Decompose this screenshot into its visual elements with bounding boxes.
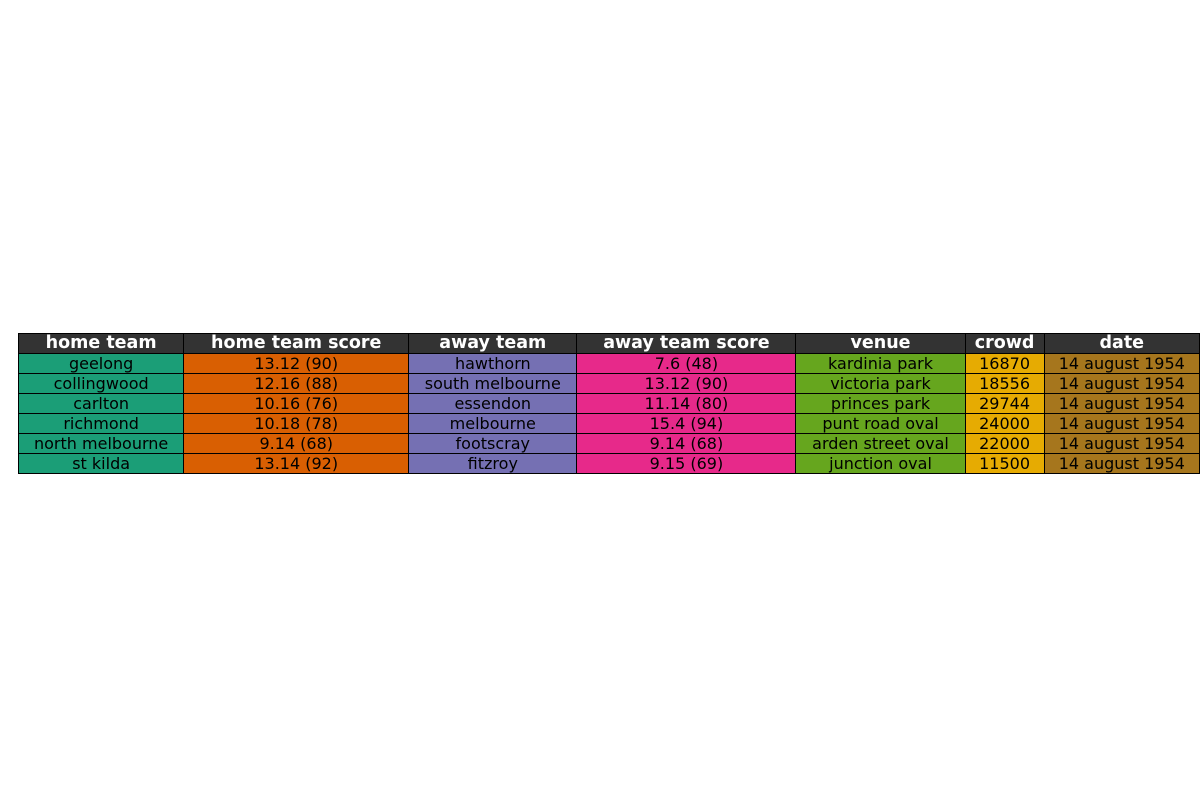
header-venue: venue bbox=[795, 333, 966, 354]
cell-home-team: richmond bbox=[17, 413, 185, 434]
cell-away-team-score: 7.6 (48) bbox=[576, 353, 797, 374]
cell-away-team: south melbourne bbox=[408, 373, 578, 394]
cell-home-team-score: 13.14 (92) bbox=[183, 453, 410, 474]
cell-away-team: essendon bbox=[408, 393, 578, 414]
cell-crowd: 16870 bbox=[964, 353, 1045, 374]
cell-date: 14 august 1954 bbox=[1043, 353, 1200, 374]
cell-home-team: carlton bbox=[17, 393, 185, 414]
cell-home-team: st kilda bbox=[17, 453, 185, 474]
cell-home-team: collingwood bbox=[17, 373, 185, 394]
data-table: home team home team score away team away… bbox=[17, 333, 1200, 474]
header-crowd: crowd bbox=[964, 333, 1045, 354]
table-row: collingwood 12.16 (88) south melbourne 13.1… bbox=[17, 373, 1200, 394]
cell-away-team: hawthorn bbox=[408, 353, 578, 374]
cell-home-team: geelong bbox=[17, 353, 185, 374]
header-home-team: home team bbox=[17, 333, 185, 354]
cell-venue: junction oval bbox=[795, 453, 966, 474]
cell-venue: victoria park bbox=[795, 373, 966, 394]
table-row: st kilda 13.14 (92) fitzroy 9.15 (69) juncti… bbox=[17, 453, 1200, 474]
cell-crowd: 29744 bbox=[964, 393, 1045, 414]
cell-away-team-score: 15.4 (94) bbox=[576, 413, 797, 434]
cell-date: 14 august 1954 bbox=[1043, 433, 1200, 454]
cell-home-team: north melbourne bbox=[17, 433, 185, 454]
table-row: richmond 10.18 (78) melbourne 15.4 (94) punt… bbox=[17, 413, 1200, 434]
cell-venue: princes park bbox=[795, 393, 966, 414]
table-row: carlton 10.16 (76) essendon 11.14 (80) princ… bbox=[17, 393, 1200, 414]
cell-away-team-score: 9.14 (68) bbox=[576, 433, 797, 454]
header-away-team: away team bbox=[408, 333, 578, 354]
header-away-team-score: away team score bbox=[576, 333, 797, 354]
cell-away-team-score: 9.15 (69) bbox=[576, 453, 797, 474]
table-body: geelong 13.12 (90) hawthorn 7.6 (48) kardini… bbox=[17, 353, 1200, 474]
cell-date: 14 august 1954 bbox=[1043, 373, 1200, 394]
cell-venue: punt road oval bbox=[795, 413, 966, 434]
table-row: geelong 13.12 (90) hawthorn 7.6 (48) kardini… bbox=[17, 353, 1200, 374]
cell-venue: arden street oval bbox=[795, 433, 966, 454]
cell-away-team: footscray bbox=[408, 433, 578, 454]
cell-home-team-score: 12.16 (88) bbox=[183, 373, 410, 394]
header-date: date bbox=[1043, 333, 1200, 354]
cell-away-team: melbourne bbox=[408, 413, 578, 434]
cell-crowd: 18556 bbox=[964, 373, 1045, 394]
cell-date: 14 august 1954 bbox=[1043, 393, 1200, 414]
cell-home-team-score: 13.12 (90) bbox=[183, 353, 410, 374]
cell-crowd: 11500 bbox=[964, 453, 1045, 474]
cell-away-team-score: 13.12 (90) bbox=[576, 373, 797, 394]
cell-crowd: 22000 bbox=[964, 433, 1045, 454]
cell-away-team-score: 11.14 (80) bbox=[576, 393, 797, 414]
cell-home-team-score: 10.18 (78) bbox=[183, 413, 410, 434]
cell-venue: kardinia park bbox=[795, 353, 966, 374]
table-row: north melbourne 9.14 (68) footscray 9.14 (6… bbox=[17, 433, 1200, 454]
header-row: home team home team score away team away… bbox=[17, 333, 1200, 354]
cell-crowd: 24000 bbox=[964, 413, 1045, 434]
cell-away-team: fitzroy bbox=[408, 453, 578, 474]
header-home-team-score: home team score bbox=[183, 333, 410, 354]
cell-date: 14 august 1954 bbox=[1043, 453, 1200, 474]
cell-home-team-score: 10.16 (76) bbox=[183, 393, 410, 414]
cell-date: 14 august 1954 bbox=[1043, 413, 1200, 434]
cell-home-team-score: 9.14 (68) bbox=[183, 433, 410, 454]
